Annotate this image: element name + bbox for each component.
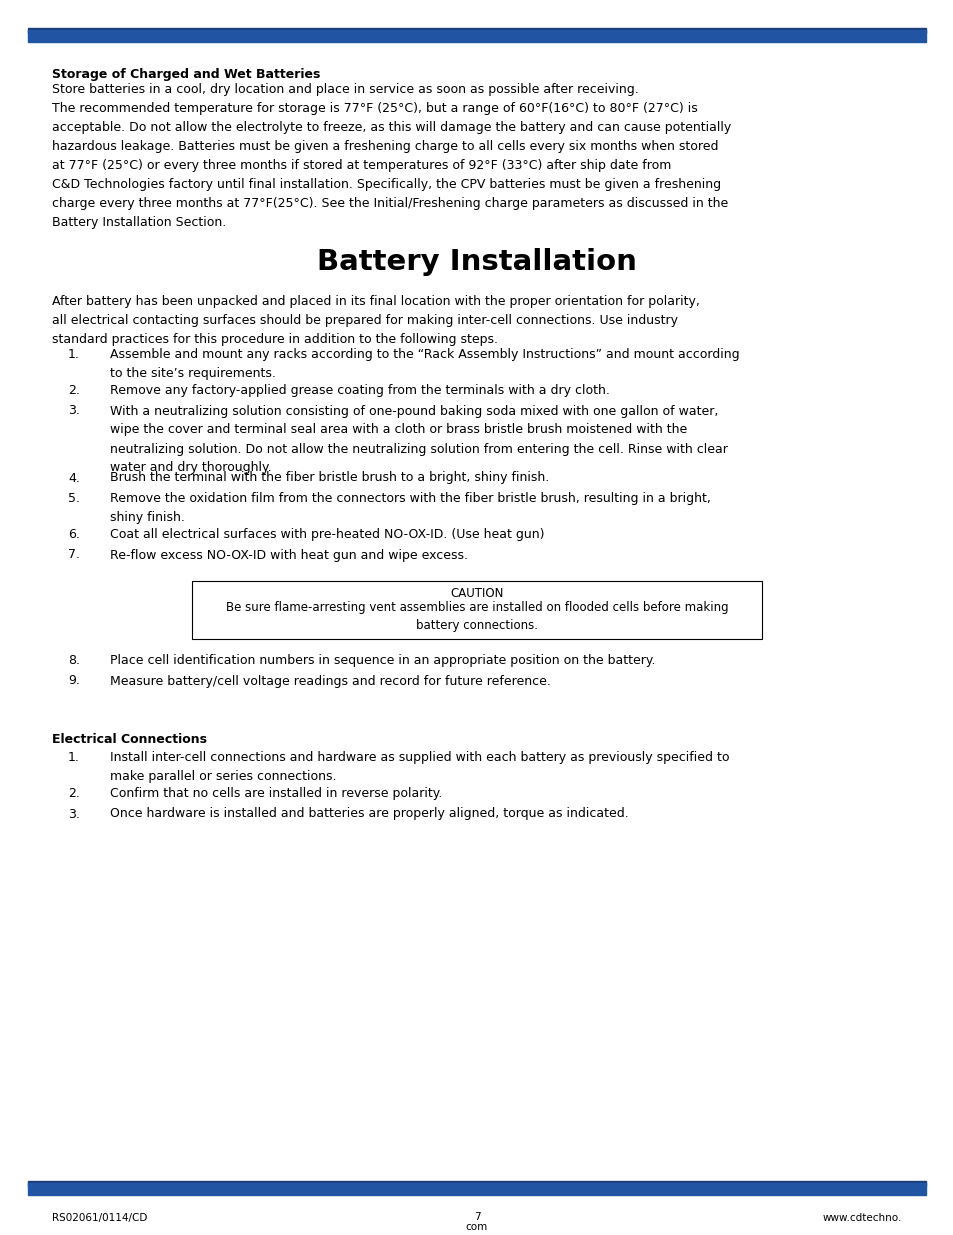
Text: 7.: 7. xyxy=(68,548,80,562)
Text: 2.: 2. xyxy=(68,787,80,800)
Text: Measure battery/cell voltage readings and record for future reference.: Measure battery/cell voltage readings an… xyxy=(110,674,550,688)
Text: Storage of Charged and Wet Batteries: Storage of Charged and Wet Batteries xyxy=(52,68,320,82)
Text: RS02061/0114/CD: RS02061/0114/CD xyxy=(52,1213,147,1223)
Text: 6.: 6. xyxy=(68,529,80,541)
Bar xyxy=(28,1181,925,1186)
Text: com: com xyxy=(465,1221,488,1233)
Text: CAUTION: CAUTION xyxy=(450,587,503,600)
Bar xyxy=(28,1183,925,1195)
Text: Battery Installation: Battery Installation xyxy=(316,248,637,275)
Text: Be sure flame-arresting vent assemblies are installed on flooded cells before ma: Be sure flame-arresting vent assemblies … xyxy=(226,601,727,632)
Text: Coat all electrical surfaces with pre-heated NO-OX-ID. (Use heat gun): Coat all electrical surfaces with pre-he… xyxy=(110,529,544,541)
Text: 3.: 3. xyxy=(68,405,80,417)
Text: 9.: 9. xyxy=(68,674,80,688)
Text: Confirm that no cells are installed in reverse polarity.: Confirm that no cells are installed in r… xyxy=(110,787,442,800)
Text: 5.: 5. xyxy=(68,492,80,505)
Text: Remove any factory-applied grease coating from the terminals with a dry cloth.: Remove any factory-applied grease coatin… xyxy=(110,384,609,396)
Text: Once hardware is installed and batteries are properly aligned, torque as indicat: Once hardware is installed and batteries… xyxy=(110,808,628,820)
Bar xyxy=(28,30,925,42)
Text: Remove the oxidation film from the connectors with the fiber bristle brush, resu: Remove the oxidation film from the conne… xyxy=(110,492,710,524)
Text: 7: 7 xyxy=(474,1212,479,1221)
Text: 8.: 8. xyxy=(68,655,80,667)
Text: 4.: 4. xyxy=(68,472,80,484)
Text: 2.: 2. xyxy=(68,384,80,396)
Text: Assemble and mount any racks according to the “Rack Assembly Instructions” and m: Assemble and mount any racks according t… xyxy=(110,348,739,380)
Text: Install inter-cell connections and hardware as supplied with each battery as pre: Install inter-cell connections and hardw… xyxy=(110,751,729,783)
Text: 1.: 1. xyxy=(68,751,80,764)
Text: Re-flow excess NO-OX-ID with heat gun and wipe excess.: Re-flow excess NO-OX-ID with heat gun an… xyxy=(110,548,468,562)
Text: Brush the terminal with the fiber bristle brush to a bright, shiny finish.: Brush the terminal with the fiber bristl… xyxy=(110,472,549,484)
Text: Electrical Connections: Electrical Connections xyxy=(52,734,207,746)
Text: 1.: 1. xyxy=(68,348,80,361)
Text: With a neutralizing solution consisting of one-pound baking soda mixed with one : With a neutralizing solution consisting … xyxy=(110,405,727,474)
Text: After battery has been unpacked and placed in its final location with the proper: After battery has been unpacked and plac… xyxy=(52,295,700,346)
Bar xyxy=(28,28,925,33)
Text: 3.: 3. xyxy=(68,808,80,820)
Bar xyxy=(192,580,761,638)
Text: Store batteries in a cool, dry location and place in service as soon as possible: Store batteries in a cool, dry location … xyxy=(52,83,731,228)
Text: Place cell identification numbers in sequence in an appropriate position on the : Place cell identification numbers in seq… xyxy=(110,655,655,667)
Text: www.cdtechno.: www.cdtechno. xyxy=(821,1213,901,1223)
